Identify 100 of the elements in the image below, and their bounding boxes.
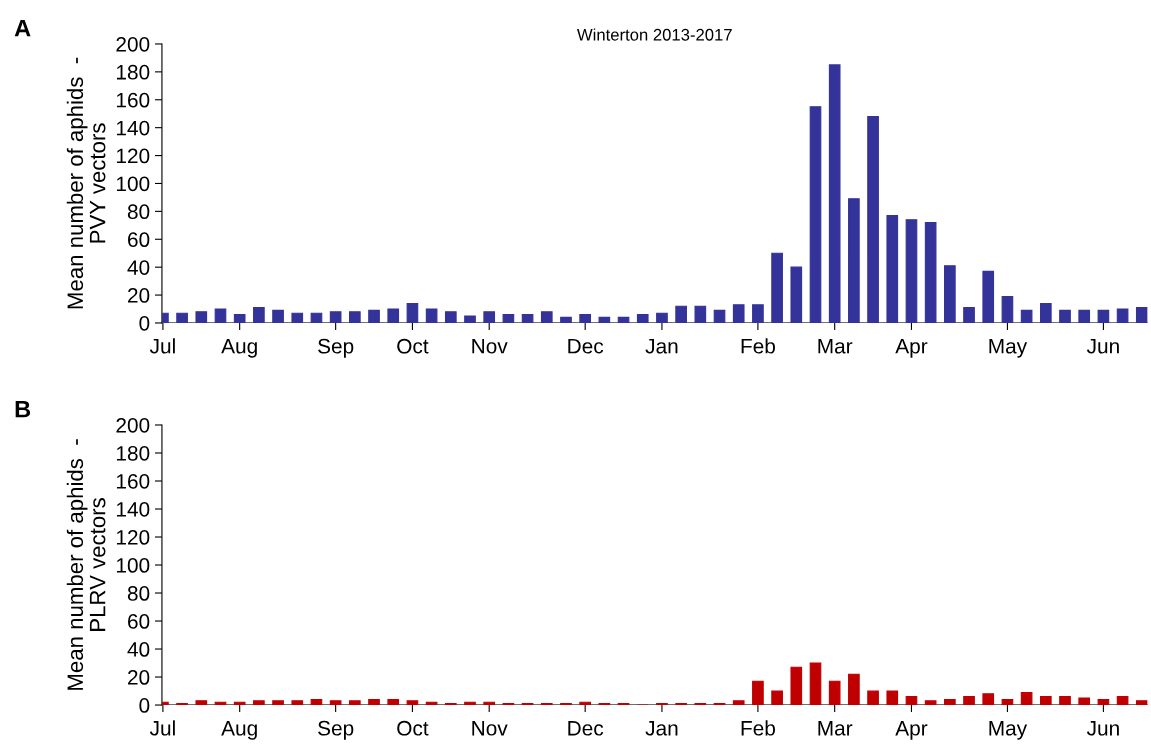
bar	[963, 696, 975, 706]
bar	[195, 311, 208, 323]
x-tick-label: May	[989, 721, 1028, 740]
bar	[924, 221, 937, 323]
bar	[713, 309, 726, 323]
bar	[828, 64, 841, 323]
bar	[732, 304, 745, 323]
bar	[1097, 309, 1110, 323]
bar	[579, 701, 592, 706]
y-tick-label: 100	[116, 558, 150, 573]
y-tick-label: 140	[116, 120, 150, 136]
x-tick-label: Sep	[318, 720, 354, 740]
y-tick-label: 160	[116, 92, 150, 108]
bar	[464, 701, 476, 706]
bar	[444, 311, 457, 323]
bar	[790, 666, 803, 706]
x-tick-label: Jul	[149, 720, 175, 736]
x-tick-label: Apr	[895, 721, 928, 740]
x-tick-label: Feb	[741, 720, 775, 736]
bar	[1020, 691, 1033, 706]
bar	[310, 698, 323, 706]
y-tick-label: 40	[127, 260, 150, 275]
x-tick-label: Sep	[318, 338, 354, 358]
bar	[521, 314, 534, 323]
bar	[809, 662, 822, 706]
x-tick-label: Jan	[645, 339, 678, 354]
bar	[253, 307, 265, 323]
bar	[963, 307, 975, 323]
bar	[732, 700, 745, 706]
x-tick-label: Nov	[472, 339, 508, 354]
bar	[1116, 696, 1129, 706]
bar	[1097, 698, 1110, 706]
bar	[1039, 302, 1052, 323]
y-tick-label: 40	[127, 642, 150, 657]
bar	[464, 315, 476, 323]
y-tick-label: 20	[128, 288, 150, 303]
x-tick-label: Aug	[221, 721, 257, 740]
bar	[1039, 696, 1052, 706]
bar	[425, 701, 438, 706]
x-tick-label: Dec	[568, 721, 604, 736]
y-tick-label: 20	[128, 670, 150, 685]
bar	[1078, 697, 1091, 706]
bar	[848, 198, 860, 323]
y-tick-label: 200	[116, 36, 150, 52]
bar	[886, 214, 899, 323]
x-tick-label: Nov	[472, 721, 508, 736]
y-tick-label: 60	[128, 232, 150, 248]
bar	[771, 690, 783, 706]
bar	[1116, 308, 1129, 323]
x-tick-label: Jun	[1086, 721, 1119, 736]
y-tick-label: 120	[116, 148, 150, 164]
bar	[924, 700, 937, 706]
y-axis-title: Mean number of aphids - PLRV vectors	[66, 439, 106, 690]
bar	[982, 270, 995, 323]
x-tick-label: May	[989, 339, 1028, 358]
y-tick-label: 100	[116, 176, 150, 192]
bar	[848, 673, 860, 706]
bar	[502, 314, 515, 323]
bar	[944, 698, 956, 706]
bar	[1020, 309, 1033, 323]
y-tick-label: 180	[116, 64, 150, 80]
bar	[905, 696, 918, 706]
bar	[752, 304, 764, 323]
y-tick-label: 0	[139, 315, 150, 331]
y-tick-label: 80	[127, 586, 150, 601]
bar	[809, 106, 822, 323]
text: A	[14, 20, 31, 37]
bar	[656, 312, 668, 323]
bar	[272, 700, 284, 706]
bar	[828, 680, 841, 706]
bar	[1001, 698, 1014, 706]
bar	[867, 115, 879, 323]
y-tick-label: 120	[116, 530, 150, 545]
y-axis-title: Mean number of aphids - PVY vectors	[66, 57, 106, 309]
bar	[253, 700, 265, 706]
bar	[790, 266, 803, 323]
chart-title: Winterton 2013-2017	[577, 28, 732, 41]
bar	[675, 305, 687, 323]
bar	[636, 314, 649, 323]
x-tick-label: Jul	[149, 338, 175, 354]
bar	[233, 314, 246, 323]
y-tick-label: 60	[128, 614, 150, 629]
bar	[406, 700, 419, 706]
bar	[368, 309, 380, 323]
bar	[176, 312, 188, 323]
bar	[387, 698, 400, 706]
bar	[752, 680, 764, 706]
bar	[195, 700, 208, 706]
x-tick-label: Aug	[221, 339, 257, 358]
bar	[540, 311, 553, 323]
x-tick-label: Mar	[818, 721, 853, 736]
x-tick-label: Jun	[1086, 339, 1119, 354]
bar	[233, 701, 246, 706]
y-tick-label: 160	[116, 473, 150, 489]
x-tick-label: Mar	[818, 339, 853, 354]
bar	[867, 690, 879, 706]
y-tick-label: 180	[116, 445, 150, 461]
bar	[617, 316, 630, 323]
bar	[329, 700, 342, 706]
x-tick-label: Oct	[397, 338, 429, 354]
